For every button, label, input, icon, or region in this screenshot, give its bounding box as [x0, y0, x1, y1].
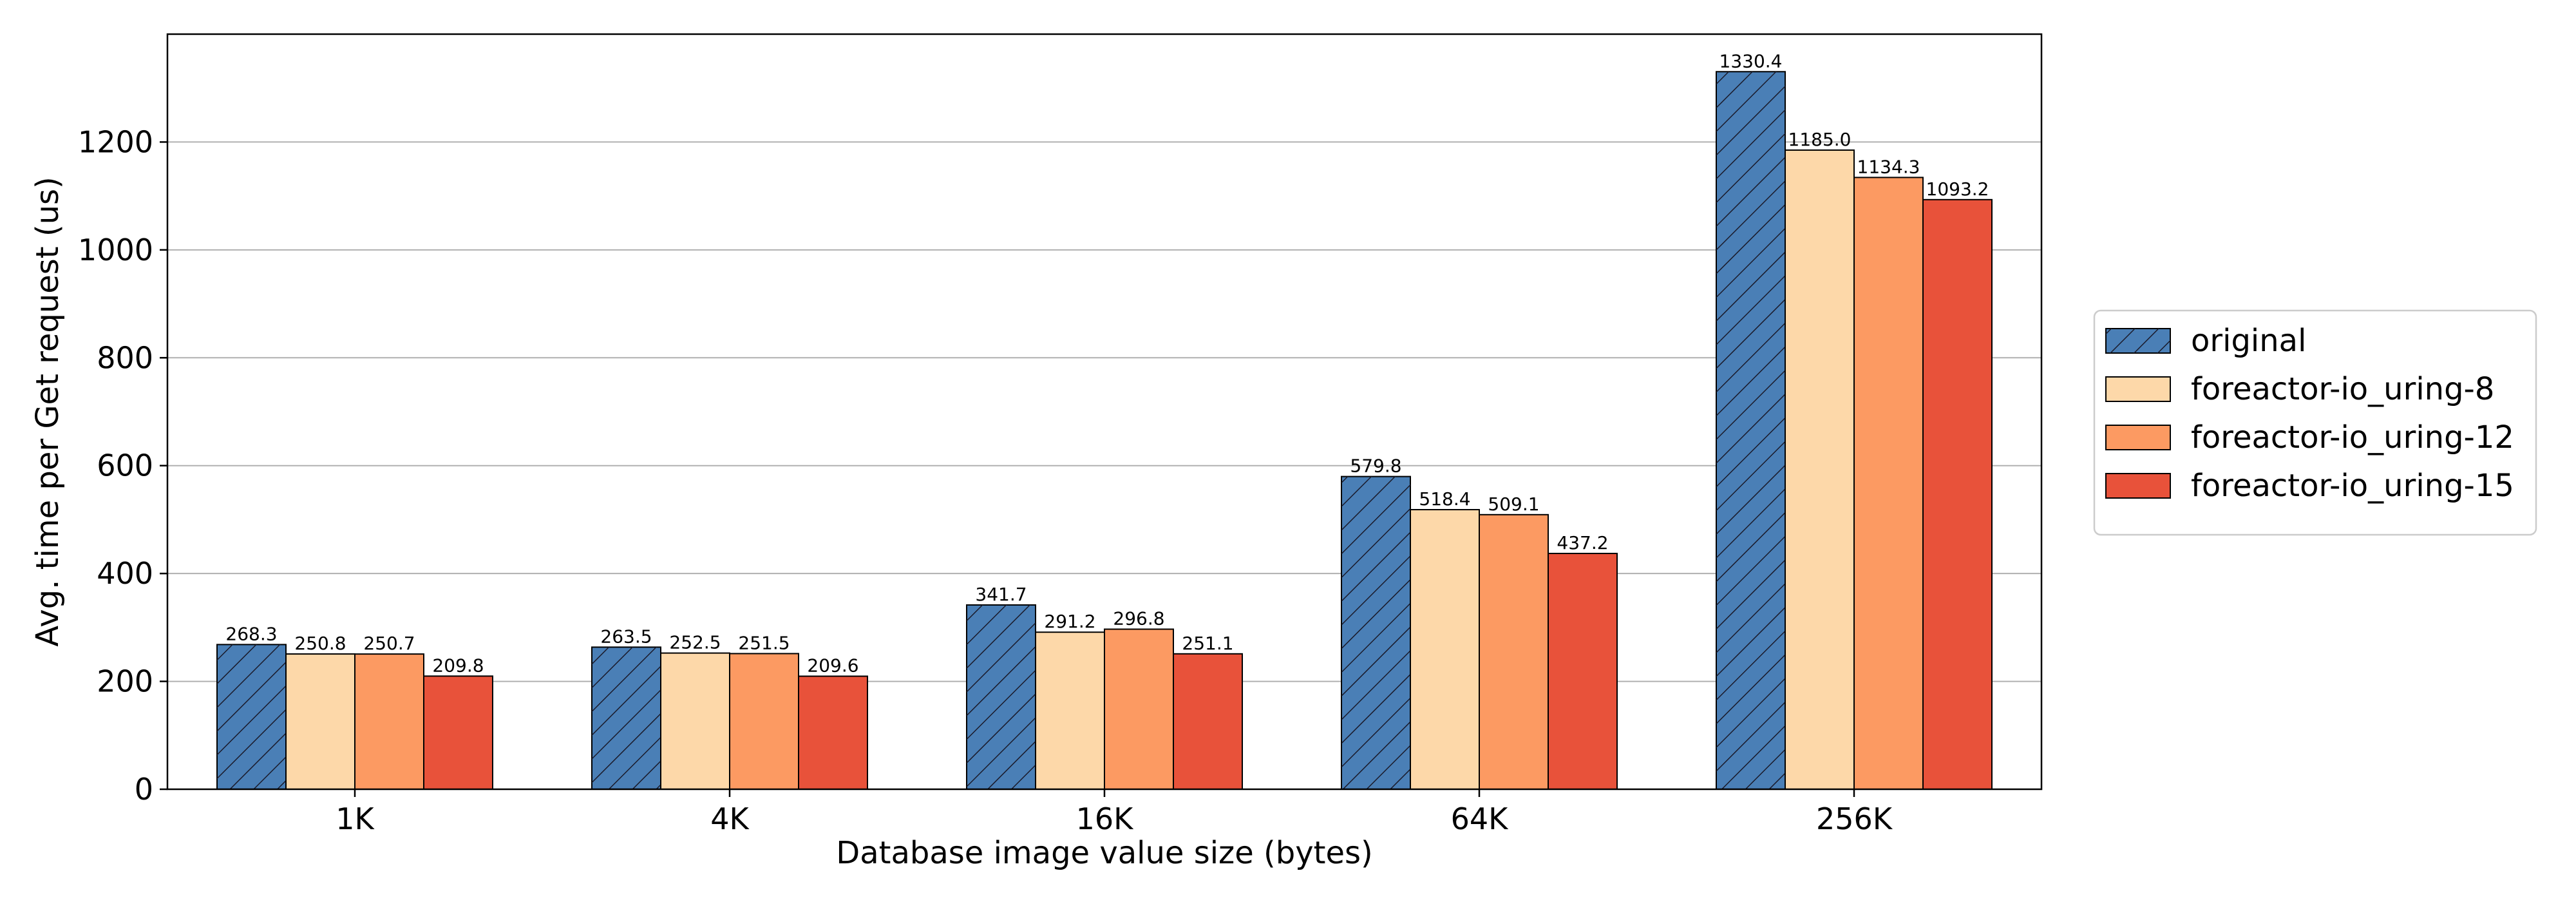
- y-tick-label: 200: [97, 664, 153, 699]
- x-tick-label: 256K: [1816, 801, 1893, 836]
- bar-64K-foreactor-io_uring-12: [1479, 515, 1548, 789]
- bar-64K-foreactor-io_uring-8: [1410, 510, 1479, 789]
- legend-swatch: [2106, 425, 2170, 450]
- bar-64K-foreactor-io_uring-15: [1548, 553, 1617, 789]
- bar-16K-foreactor-io_uring-15: [1173, 654, 1242, 789]
- y-tick-label: 0: [135, 772, 153, 807]
- legend-label: foreactor-io_uring-12: [2191, 419, 2514, 456]
- bar-hatch: [1716, 72, 1785, 789]
- bar-16K-foreactor-io_uring-8: [1036, 632, 1104, 789]
- legend-swatch: [2106, 474, 2170, 498]
- data-label: 1330.4: [1719, 50, 1783, 72]
- bar-256K-foreactor-io_uring-15: [1923, 200, 1992, 789]
- y-axis-title: Avg. time per Get request (us): [30, 177, 66, 647]
- x-axis-title: Database image value size (bytes): [836, 835, 1372, 871]
- x-tick-label: 4K: [710, 801, 750, 836]
- y-axis: 0 200 400 600 800 1000 1200: [78, 124, 167, 807]
- data-label: 1134.3: [1857, 156, 1920, 177]
- y-tick-label: 1200: [78, 124, 153, 159]
- data-label: 1185.0: [1788, 129, 1852, 150]
- x-tick-label: 1K: [336, 801, 375, 836]
- data-label: 1093.2: [1926, 178, 1989, 200]
- y-tick-label: 1000: [78, 233, 153, 267]
- data-label: 251.5: [738, 632, 790, 653]
- bar-hatch: [217, 644, 286, 789]
- data-label: 296.8: [1113, 608, 1164, 629]
- data-label: 437.2: [1557, 532, 1608, 553]
- data-label: 518.4: [1419, 488, 1470, 510]
- data-label: 263.5: [600, 626, 652, 647]
- data-label: 341.7: [975, 584, 1027, 605]
- bar-256K-foreactor-io_uring-12: [1854, 177, 1923, 789]
- data-label: 291.2: [1044, 611, 1095, 632]
- bar-1K-foreactor-io_uring-8: [286, 654, 355, 789]
- x-axis: 1K 4K 16K 64K 256K: [336, 789, 1893, 836]
- bar-256K-foreactor-io_uring-8: [1785, 150, 1854, 789]
- data-label: 579.8: [1350, 456, 1401, 477]
- y-tick-label: 400: [97, 556, 153, 591]
- bar-16K-foreactor-io_uring-12: [1104, 629, 1173, 789]
- bar-hatch: [967, 605, 1036, 789]
- data-label: 250.8: [294, 633, 346, 654]
- legend: original foreactor-io_uring-8 foreactor-io…: [2094, 311, 2536, 535]
- data-label: 252.5: [669, 632, 721, 653]
- data-label: 209.8: [432, 655, 484, 676]
- legend-label: foreactor-io_uring-15: [2191, 468, 2514, 504]
- legend-label: original: [2191, 323, 2306, 359]
- x-tick-label: 64K: [1451, 801, 1510, 836]
- bar-4K-foreactor-io_uring-8: [661, 653, 730, 789]
- bar-4K-foreactor-io_uring-12: [730, 653, 799, 789]
- data-label: 209.6: [807, 655, 858, 676]
- y-tick-label: 600: [97, 448, 153, 483]
- data-label: 250.7: [363, 633, 415, 654]
- data-label: 509.1: [1488, 494, 1539, 515]
- legend-swatch: [2106, 377, 2170, 401]
- legend-swatch-hatch: [2106, 329, 2170, 353]
- bar-1K-foreactor-io_uring-12: [355, 654, 424, 789]
- data-label: 268.3: [225, 623, 277, 644]
- legend-label: foreactor-io_uring-8: [2191, 371, 2494, 407]
- bar-hatch: [1341, 477, 1410, 789]
- bar-4K-foreactor-io_uring-15: [799, 676, 867, 789]
- data-label: 251.1: [1182, 633, 1233, 654]
- x-tick-label: 16K: [1076, 801, 1135, 836]
- y-tick-label: 800: [97, 340, 153, 375]
- bar-1K-foreactor-io_uring-15: [424, 676, 493, 789]
- bars: [217, 72, 1992, 789]
- bar-hatch: [592, 647, 661, 789]
